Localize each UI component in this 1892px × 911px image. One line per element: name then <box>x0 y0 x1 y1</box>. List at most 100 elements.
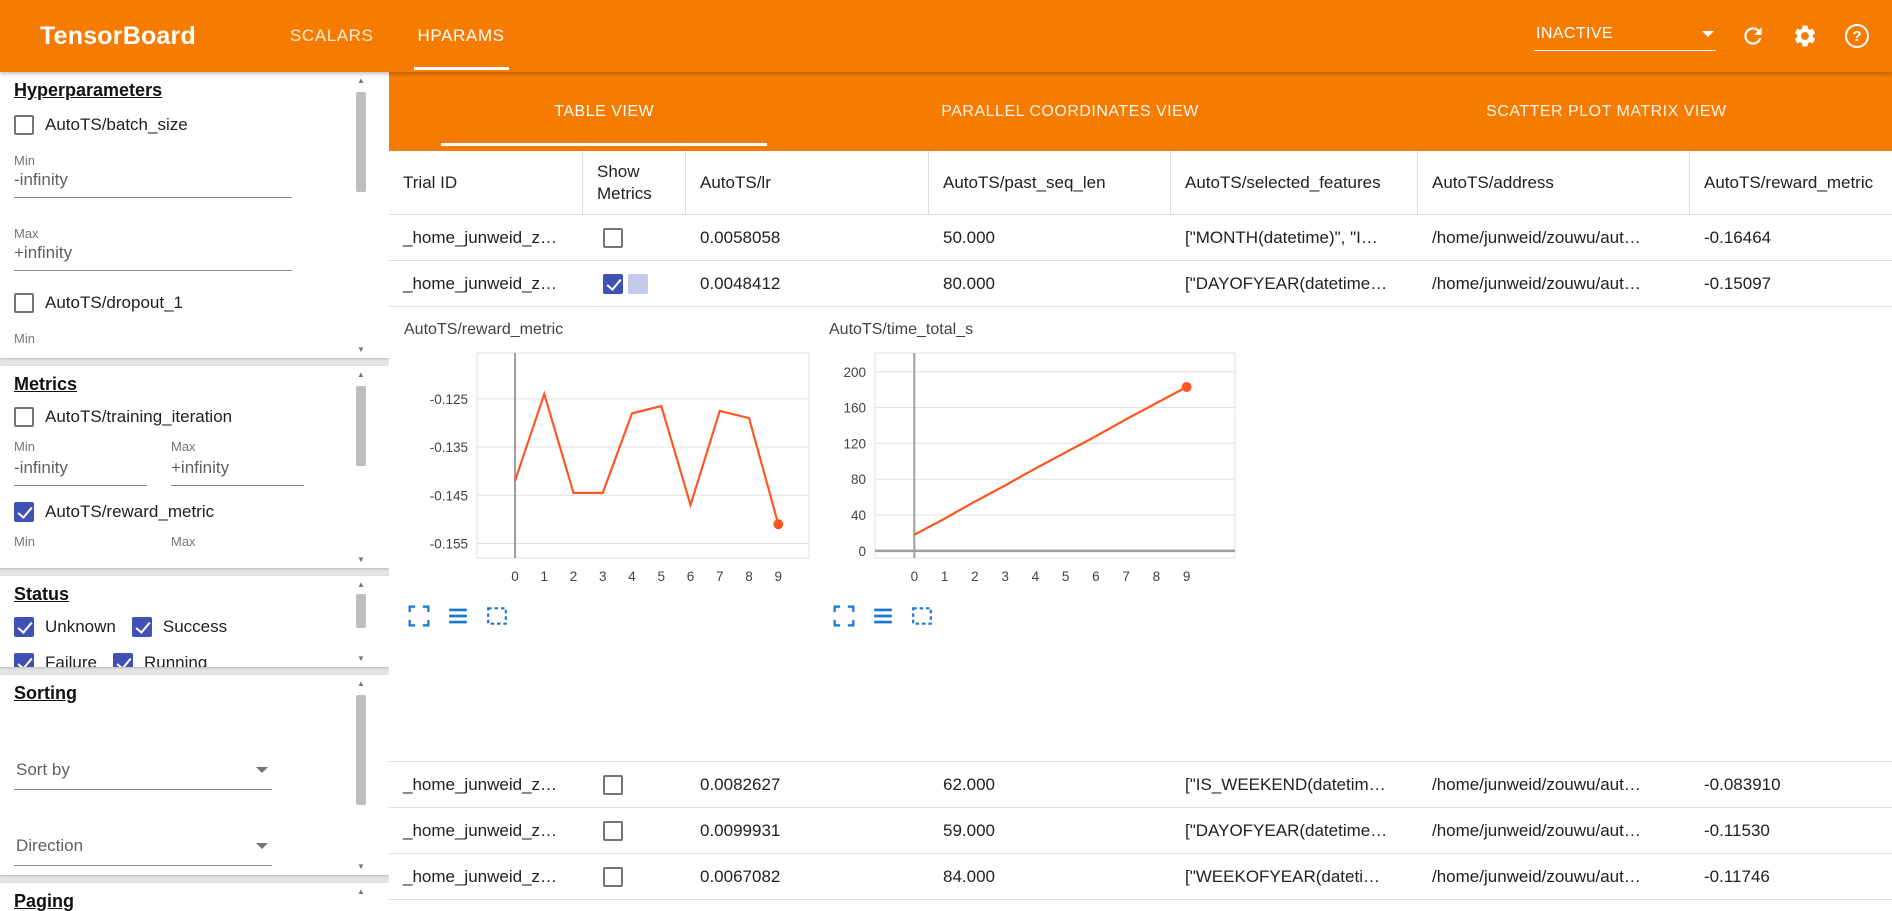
dropout-checkbox[interactable] <box>14 293 34 313</box>
svg-text:1: 1 <box>541 569 549 584</box>
table-row: _home_junweid_z… 0.0067082 84.000 ["WEEK… <box>389 854 1892 900</box>
training-iteration-max-input[interactable] <box>171 456 304 486</box>
svg-text:8: 8 <box>1153 569 1161 584</box>
help-icon[interactable]: ? <box>1842 21 1872 51</box>
hparam-batch-size-row: AutoTS/batch_size <box>14 115 343 135</box>
table-row: _home_junweid_z… 0.0082627 62.000 ["IS_W… <box>389 762 1892 808</box>
section-scrollbar[interactable]: ▲ ▼ <box>355 679 367 871</box>
col-lr[interactable]: AutoTS/lr <box>686 151 929 214</box>
metrics-section: Metrics AutoTS/training_iteration Min Ma… <box>0 366 389 568</box>
expand-icon[interactable] <box>408 605 430 627</box>
col-selected-features[interactable]: AutoTS/selected_features <box>1171 151 1418 214</box>
cell-show-metrics <box>583 854 686 899</box>
time-total-line-chart[interactable]: 0 40 80 120 160 200 0 1 2 3 4 5 6 7 8 9 <box>827 341 1247 592</box>
dropdown-arrow-icon <box>256 843 268 849</box>
chart-title: AutoTS/time_total_s <box>829 321 974 338</box>
tab-scalars[interactable]: SCALARS <box>289 26 374 45</box>
scroll-up-arrow-icon[interactable]: ▲ <box>357 76 365 85</box>
col-show-metrics[interactable]: Show Metrics <box>583 151 686 214</box>
scrollbar-thumb[interactable] <box>356 594 366 628</box>
list-icon[interactable] <box>872 605 894 627</box>
svg-text:-0.125: -0.125 <box>430 392 468 407</box>
scrollbar-thumb[interactable] <box>356 92 366 192</box>
scrollbar-thumb[interactable] <box>356 386 366 466</box>
status-success-checkbox[interactable] <box>131 617 152 637</box>
status-running-checkbox[interactable] <box>112 653 133 667</box>
svg-text:-0.145: -0.145 <box>430 488 468 503</box>
col-trial-id[interactable]: Trial ID <box>389 151 583 214</box>
show-metrics-checkbox[interactable] <box>603 227 623 248</box>
cell-show-metrics <box>583 215 686 260</box>
section-scrollbar[interactable]: ▲ ▼ <box>355 580 367 663</box>
view-tab-bar: TABLE VIEW PARALLEL COORDINATES VIEW SCA… <box>389 72 1892 151</box>
batch-size-max-input[interactable] <box>14 241 292 271</box>
col-reward-metric[interactable]: AutoTS/reward_metric <box>1704 172 1874 192</box>
col-past-seq-len[interactable]: AutoTS/past_seq_len <box>929 151 1171 214</box>
chart-reward-metric: AutoTS/reward_metric -0.125 -0.135 -0.145-… <box>402 321 821 627</box>
help-icon-glyph: ? <box>1845 24 1869 48</box>
reward-metric-label: AutoTS/reward_metric <box>45 502 215 521</box>
svg-text:0: 0 <box>511 569 519 584</box>
scroll-down-arrow-icon[interactable]: ▼ <box>357 345 365 354</box>
max-label: Max <box>14 226 39 241</box>
cell-trial-id: _home_junweid_z… <box>403 866 558 886</box>
scroll-up-arrow-icon[interactable]: ▲ <box>357 679 365 688</box>
section-scrollbar[interactable]: ▲ ▼ <box>355 76 367 354</box>
batch-size-min-input[interactable] <box>14 168 292 198</box>
tab-hparams[interactable]: HPARAMS <box>396 0 527 72</box>
sorting-section: Sorting Sort by Direction ▲ ▼ <box>0 675 389 875</box>
refresh-icon[interactable] <box>1738 21 1768 51</box>
svg-text:120: 120 <box>843 436 866 451</box>
status-unknown-checkbox[interactable] <box>14 617 34 637</box>
cell-lr: 0.0067082 <box>700 866 781 886</box>
tab-parallel-coordinates-view[interactable]: PARALLEL COORDINATES VIEW <box>941 102 1199 120</box>
status-failure-checkbox[interactable] <box>14 653 34 667</box>
reward-metric-checkbox[interactable] <box>14 502 34 522</box>
section-scrollbar[interactable]: ▲ <box>355 887 367 907</box>
metric-training-iteration-row: AutoTS/training_iteration <box>14 407 343 427</box>
scroll-up-arrow-icon[interactable]: ▲ <box>357 370 365 379</box>
expand-icon[interactable] <box>833 605 855 627</box>
scroll-down-arrow-icon[interactable]: ▼ <box>357 862 365 871</box>
show-metrics-checkbox[interactable] <box>603 774 623 795</box>
status-heading: Status <box>14 584 70 604</box>
hparams-sidebar: Hyperparameters AutoTS/batch_size Min Ma… <box>0 72 389 911</box>
training-iteration-min-input[interactable] <box>14 456 147 486</box>
max-label: Max <box>171 439 196 454</box>
show-metrics-checkbox[interactable] <box>603 866 623 887</box>
cell-address: /home/junweid/zouwu/aut… <box>1432 227 1641 247</box>
batch-size-label: AutoTS/batch_size <box>45 115 188 134</box>
cell-reward-metric: -0.15097 <box>1704 273 1772 293</box>
run-selector-dropdown[interactable]: INACTIVE <box>1534 21 1716 51</box>
list-icon[interactable] <box>447 605 469 627</box>
show-metrics-checkbox[interactable] <box>603 273 623 294</box>
batch-size-checkbox[interactable] <box>14 115 34 135</box>
scroll-down-arrow-icon[interactable]: ▼ <box>357 555 365 564</box>
direction-select[interactable]: Direction <box>14 832 272 866</box>
cell-selected-features: ["MONTH(datetime)", "I… <box>1185 227 1378 247</box>
scrollbar-thumb[interactable] <box>356 695 366 805</box>
cell-show-metrics <box>583 808 686 853</box>
cell-selected-features: ["DAYOFYEAR(datetime… <box>1185 820 1388 840</box>
scroll-down-arrow-icon[interactable]: ▼ <box>357 654 365 663</box>
marquee-zoom-icon[interactable] <box>486 605 508 627</box>
tab-table-view[interactable]: TABLE VIEW <box>389 72 819 151</box>
cell-past-seq-len: 80.000 <box>943 273 995 293</box>
cell-address: /home/junweid/zouwu/aut… <box>1432 866 1641 886</box>
section-scrollbar[interactable]: ▲ ▼ <box>355 370 367 564</box>
training-iteration-checkbox[interactable] <box>14 407 34 427</box>
table-row: _home_junweid_z… 0.0058058 50.000 ["MONT… <box>389 215 1892 261</box>
cell-lr: 0.0048412 <box>700 273 781 293</box>
tab-scatter-plot-matrix-view[interactable]: SCATTER PLOT MATRIX VIEW <box>1486 102 1727 120</box>
show-metrics-checkbox[interactable] <box>603 820 623 841</box>
col-address[interactable]: AutoTS/address <box>1418 151 1690 214</box>
scroll-up-arrow-icon[interactable]: ▲ <box>357 887 365 896</box>
settings-gear-icon[interactable] <box>1790 21 1820 51</box>
checkbox-ripple <box>628 273 648 294</box>
marquee-zoom-icon[interactable] <box>911 605 933 627</box>
svg-text:80: 80 <box>851 472 866 487</box>
scroll-up-arrow-icon[interactable]: ▲ <box>357 580 365 589</box>
cell-reward-metric: -0.11530 <box>1704 820 1770 840</box>
sort-by-select[interactable]: Sort by <box>14 756 272 790</box>
reward-metric-line-chart[interactable]: -0.125 -0.135 -0.145 -0.155 0 1 2 3 4 5 6 7 8 9 <box>402 341 821 592</box>
